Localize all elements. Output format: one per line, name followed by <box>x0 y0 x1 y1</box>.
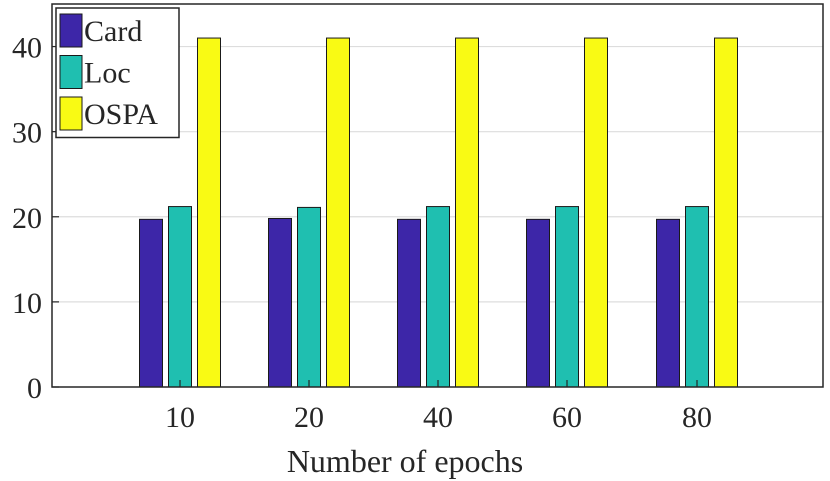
x-tick-label: 40 <box>423 401 453 434</box>
bar-loc-80 <box>685 206 709 388</box>
x-tick-labels: 10 20 40 60 80 <box>165 380 712 434</box>
bar-ospa-10 <box>197 37 221 388</box>
bar-ospa-20 <box>326 37 350 388</box>
bar-ospa-60 <box>584 37 608 388</box>
bar-loc-20 <box>297 206 321 388</box>
legend-label-loc: Loc <box>84 57 131 90</box>
x-tick-label: 60 <box>552 401 582 434</box>
legend: Card Loc OSPA <box>55 7 180 139</box>
legend-swatch-card <box>59 13 83 48</box>
y-tick-labels: 0 10 20 30 40 <box>12 32 59 405</box>
y-tick-label: 10 <box>12 287 42 320</box>
bar-card-80 <box>656 218 680 388</box>
bars <box>139 37 738 388</box>
legend-swatch-ospa <box>59 96 83 131</box>
bar-ospa-80 <box>714 37 738 388</box>
legend-swatch-loc <box>59 55 83 89</box>
x-tick-label: 80 <box>682 401 712 434</box>
legend-label-card: Card <box>84 15 142 48</box>
x-tick-label: 20 <box>294 401 324 434</box>
bar-loc-10 <box>168 206 192 388</box>
bar-card-10 <box>139 218 163 388</box>
y-tick-label: 30 <box>12 117 42 150</box>
bar-ospa-40 <box>455 37 479 388</box>
bar-card-20 <box>268 217 292 388</box>
y-tick-label: 20 <box>12 202 42 235</box>
bar-card-60 <box>526 218 550 388</box>
y-tick-label: 0 <box>27 372 42 405</box>
y-tick-label: 40 <box>12 32 42 65</box>
bar-loc-40 <box>426 206 450 388</box>
x-tick-label: 10 <box>165 401 195 434</box>
x-axis-label: Number of epochs <box>287 443 523 479</box>
legend-label-ospa: OSPA <box>84 98 158 131</box>
bar-card-40 <box>397 218 421 388</box>
bar-loc-60 <box>555 206 579 388</box>
